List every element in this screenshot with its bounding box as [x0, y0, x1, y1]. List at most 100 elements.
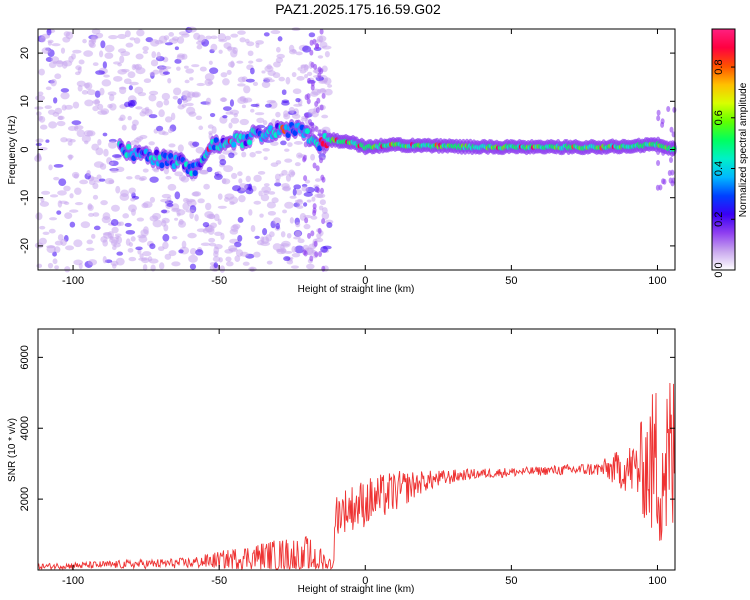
spectrogram-speckle	[46, 245, 56, 249]
spectrogram-speckle	[100, 200, 108, 206]
spectrogram-speckle	[310, 122, 315, 129]
spectrogram-speckle	[275, 160, 282, 165]
spectrogram-speckle	[73, 239, 83, 248]
spectrogram-speckle	[306, 199, 312, 203]
spectrogram-speckle	[144, 106, 150, 111]
spectrogram-speckle	[35, 142, 42, 147]
x-tick-label: 50	[505, 275, 517, 287]
spectrogram-speckle	[243, 97, 253, 103]
spectrogram-speckle	[76, 129, 85, 138]
spectrogram-speckle	[128, 256, 137, 262]
spectrogram-speckle	[161, 209, 168, 214]
spectrogram-speckle	[115, 185, 121, 194]
spectrogram-speckle	[108, 140, 118, 149]
spectrogram-speckle	[261, 186, 272, 193]
spectrogram-speckle	[124, 101, 131, 108]
spectrogram-speckle	[304, 217, 309, 224]
spectrogram-speckle	[128, 242, 133, 247]
spectrogram-speckle	[294, 230, 302, 238]
spectrogram-speckle	[269, 231, 275, 238]
spectrogram-speckle	[252, 81, 259, 87]
spectrogram-speckle	[149, 243, 156, 250]
spectrogram-speckle	[184, 79, 190, 84]
spectrogram-speckle	[222, 106, 232, 111]
spectrogram-speckle	[185, 102, 194, 107]
spectrogram-speckle	[304, 118, 310, 125]
x-tick-label: 50	[505, 575, 517, 587]
spectrogram-speckle	[96, 174, 102, 180]
spectrogram-speckle	[208, 60, 213, 65]
spectrogram-speckle	[191, 64, 200, 68]
spectrogram-speckle	[35, 138, 44, 143]
spectrogram-speckle	[209, 67, 219, 74]
spectrogram-speckle	[149, 176, 159, 183]
spectrogram-speckle	[176, 66, 181, 71]
spectrogram-speckle	[59, 200, 68, 204]
spectrogram-speckle	[140, 175, 147, 181]
spectrogram-speckle	[313, 63, 318, 70]
spectrogram-speckle	[135, 106, 143, 110]
spectrogram-speckle	[219, 158, 227, 166]
spectrogram-speckle	[38, 237, 47, 245]
spectrogram-speckle	[226, 46, 236, 51]
spectrogram-speckle	[148, 94, 157, 102]
colorbar-ticks: 0.0 0.2 0.4 0.6 0.8	[713, 59, 735, 278]
spectrogram-speckle	[47, 262, 54, 269]
spectrogram-speckle	[83, 50, 93, 57]
spectrogram-speckle	[297, 238, 305, 244]
snr-x-ticks: -100 -50 0 50 100	[62, 329, 667, 587]
spectrogram-speckle	[36, 263, 43, 269]
spectrogram-speckle	[255, 42, 260, 48]
spectrogram-speckle	[167, 78, 172, 84]
spectrogram-speckle	[239, 251, 249, 257]
colorbar-label: Normalized spectral amplitude	[738, 82, 749, 217]
spectrogram-speckle	[148, 141, 155, 146]
spectrogram-speckle	[666, 105, 671, 112]
spectrogram-speckle	[263, 32, 270, 37]
spectrogram-speckle	[662, 178, 667, 185]
spectrogram-speckle	[64, 266, 71, 273]
spectrogram-speckle	[262, 120, 268, 126]
spectrogram-speckle	[83, 82, 90, 89]
spectrogram-speckle	[128, 85, 133, 91]
spectrogram-speckle	[60, 88, 70, 93]
spectrogram-speckle	[102, 255, 107, 264]
spectrogram-speckle	[72, 101, 80, 109]
spectrogram-speckle	[114, 233, 122, 237]
spectrogram-speckle	[310, 215, 318, 220]
spectrogram-speckle	[182, 202, 190, 211]
spectrogram-speckle	[165, 175, 172, 180]
spectrogram-speckle	[237, 83, 246, 87]
spectrogram-speckle	[158, 130, 166, 135]
spectrogram-speckle	[309, 255, 314, 262]
colorbar-tick-label: 0.2	[713, 212, 725, 227]
spectrogram-speckle	[304, 94, 309, 101]
spectrogram-speckle	[130, 197, 136, 202]
spectrogram-speckle	[135, 53, 144, 60]
spectrogram-speckle	[85, 247, 95, 251]
spectrogram-speckle	[321, 65, 328, 73]
spectrogram-speckle	[141, 257, 150, 264]
spectrogram-speckle	[116, 236, 123, 244]
spectrogram-speckle	[48, 228, 56, 234]
spectrogram-speckle	[72, 49, 82, 54]
spectrogram-speckle	[316, 88, 327, 94]
spectrogram-speckle	[302, 155, 307, 162]
spectrogram-speckle	[316, 193, 326, 199]
spectrogram-speckle	[220, 72, 228, 78]
spectrogram-speckle	[160, 198, 170, 203]
spectrogram-speckle	[655, 184, 660, 191]
spectrogram-speckle	[239, 37, 246, 43]
spectrogram-speckle	[206, 166, 213, 173]
spectrogram-speckle	[283, 110, 289, 118]
spectrogram-speckle	[243, 85, 251, 94]
spectrogram-speckle	[669, 126, 674, 133]
spectrogram-speckle	[303, 192, 313, 197]
spectrogram-speckle	[228, 122, 233, 129]
spectrogram-speckle	[283, 250, 293, 254]
spectrogram-speckle	[672, 106, 677, 113]
spectrogram-speckle	[102, 212, 111, 221]
spectrogram-speckle	[213, 250, 219, 258]
spectrogram-x-axis-label: Height of straight line (km)	[298, 284, 415, 295]
spectrogram-speckle	[149, 196, 156, 203]
